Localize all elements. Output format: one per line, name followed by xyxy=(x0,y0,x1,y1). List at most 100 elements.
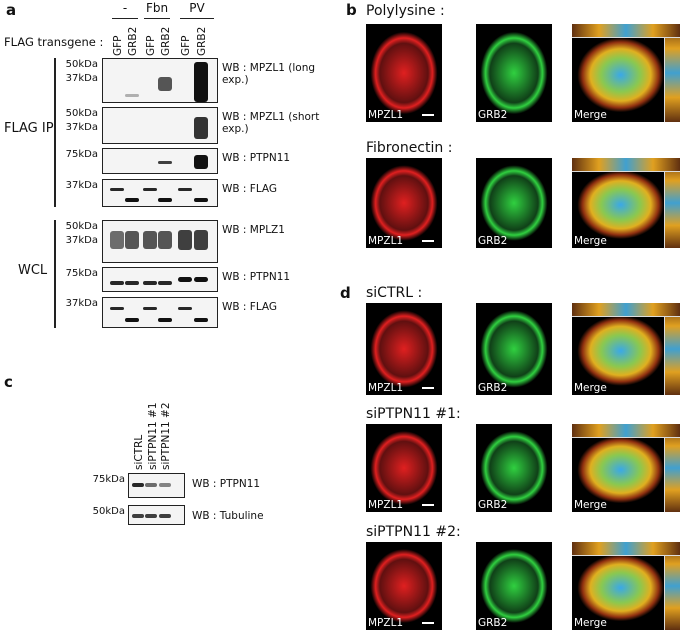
channel-label: MPZL1 xyxy=(368,499,404,511)
cell xyxy=(476,303,552,395)
cell xyxy=(476,424,552,512)
band xyxy=(110,307,124,311)
micrograph: GRB2 xyxy=(476,158,552,248)
row-title: siPTPN11 #1: xyxy=(366,406,461,422)
blot xyxy=(102,58,218,103)
blot xyxy=(102,107,218,144)
band xyxy=(178,188,192,192)
lane-label: GFP xyxy=(112,35,124,56)
band xyxy=(158,160,172,164)
group-bracket xyxy=(54,58,56,207)
group-label: WCL xyxy=(18,263,48,278)
channel-label: MPZL1 xyxy=(368,109,404,121)
wb-label: WB : PTPN11 xyxy=(222,152,291,164)
marker-label: 75kDa xyxy=(92,474,125,485)
blot xyxy=(128,473,185,498)
cell xyxy=(476,24,552,122)
marker-label: 37kDa xyxy=(65,298,98,309)
micrograph: Merge xyxy=(572,158,680,248)
ortho-side xyxy=(664,24,680,122)
micrograph: Merge xyxy=(572,424,680,512)
cell xyxy=(572,542,680,630)
channel-label: Merge xyxy=(574,617,607,629)
marker-label: 37kDa xyxy=(65,73,98,84)
cell xyxy=(366,424,442,512)
blot xyxy=(102,148,218,174)
band xyxy=(143,307,157,311)
wb-label: WB : FLAG xyxy=(222,301,278,313)
lane-label: siCTRL xyxy=(133,434,145,470)
band xyxy=(145,483,157,488)
row-title: siPTPN11 #2: xyxy=(366,524,461,540)
micrograph: MPZL1 xyxy=(366,424,442,512)
group-bracket xyxy=(54,220,56,328)
band xyxy=(194,230,208,251)
marker-label: 50kDa xyxy=(92,506,125,517)
channel-label: Merge xyxy=(574,382,607,394)
wb-label: WB : MPZL1 (short exp.) xyxy=(222,111,320,136)
panel-label: d xyxy=(340,284,351,302)
band xyxy=(125,281,139,285)
band xyxy=(125,231,139,250)
ortho-top xyxy=(572,424,680,438)
cell xyxy=(366,542,442,630)
band xyxy=(194,117,208,140)
wb-label: WB : MPZL1 (long exp.) xyxy=(222,62,316,87)
lane-label: GFP xyxy=(145,35,157,56)
blot xyxy=(102,297,218,328)
band xyxy=(125,93,139,97)
micrograph: MPZL1 xyxy=(366,542,442,630)
ortho-side xyxy=(664,303,680,395)
channel-label: GRB2 xyxy=(478,499,508,511)
blot xyxy=(128,505,185,525)
lane-label: GFP xyxy=(180,35,192,56)
band xyxy=(159,514,171,518)
cell xyxy=(366,303,442,395)
marker-label: 50kDa xyxy=(65,59,98,70)
channel-label: GRB2 xyxy=(478,382,508,394)
cell xyxy=(572,424,680,512)
ortho-top xyxy=(572,303,680,317)
cell xyxy=(366,158,442,248)
panel-label: a xyxy=(6,1,17,19)
channel-label: GRB2 xyxy=(478,617,508,629)
row-title: siCTRL : xyxy=(366,285,423,301)
scale-bar xyxy=(422,504,434,506)
wb-label: WB : MPLZ1 xyxy=(222,224,285,236)
wb-label: WB : FLAG xyxy=(222,183,278,195)
band xyxy=(158,318,172,323)
ortho-side xyxy=(664,542,680,630)
band xyxy=(110,231,124,250)
micrograph: Merge xyxy=(572,24,680,122)
band xyxy=(194,155,208,169)
panel-label: c xyxy=(4,373,13,391)
micrograph: GRB2 xyxy=(476,303,552,395)
band xyxy=(158,76,172,91)
band xyxy=(194,318,208,323)
marker-label: 50kDa xyxy=(65,221,98,232)
condition-label: PV xyxy=(189,1,205,15)
marker-label: 37kDa xyxy=(65,180,98,191)
band xyxy=(132,514,144,518)
group-label: FLAG IP xyxy=(4,121,54,136)
band xyxy=(110,188,124,192)
condition-line xyxy=(144,18,170,19)
band xyxy=(145,514,157,518)
channel-label: GRB2 xyxy=(478,109,508,121)
marker-label: 50kDa xyxy=(65,108,98,119)
channel-label: Merge xyxy=(574,235,607,247)
ortho-side xyxy=(664,424,680,512)
wb-label: WB : Tubuline xyxy=(192,510,264,522)
blot xyxy=(102,220,218,263)
micrograph: GRB2 xyxy=(476,424,552,512)
scale-bar xyxy=(422,240,434,242)
marker-label: 37kDa xyxy=(65,235,98,246)
band xyxy=(178,276,192,282)
band xyxy=(125,318,139,323)
ortho-top xyxy=(572,542,680,556)
marker-label: 75kDa xyxy=(65,268,98,279)
transgene-label: FLAG transgene : xyxy=(4,35,104,49)
micrograph: GRB2 xyxy=(476,24,552,122)
lane-label: siPTPN11 #1 xyxy=(147,402,159,471)
